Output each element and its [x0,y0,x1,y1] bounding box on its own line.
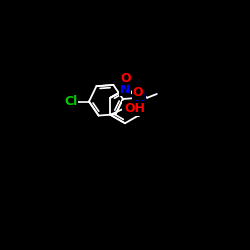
Text: O: O [132,86,143,99]
Text: Cl: Cl [64,95,78,108]
Text: O: O [122,102,133,114]
Text: OH: OH [124,102,145,115]
Text: N: N [134,91,145,104]
Text: O: O [120,72,130,85]
Text: N: N [120,83,130,96]
